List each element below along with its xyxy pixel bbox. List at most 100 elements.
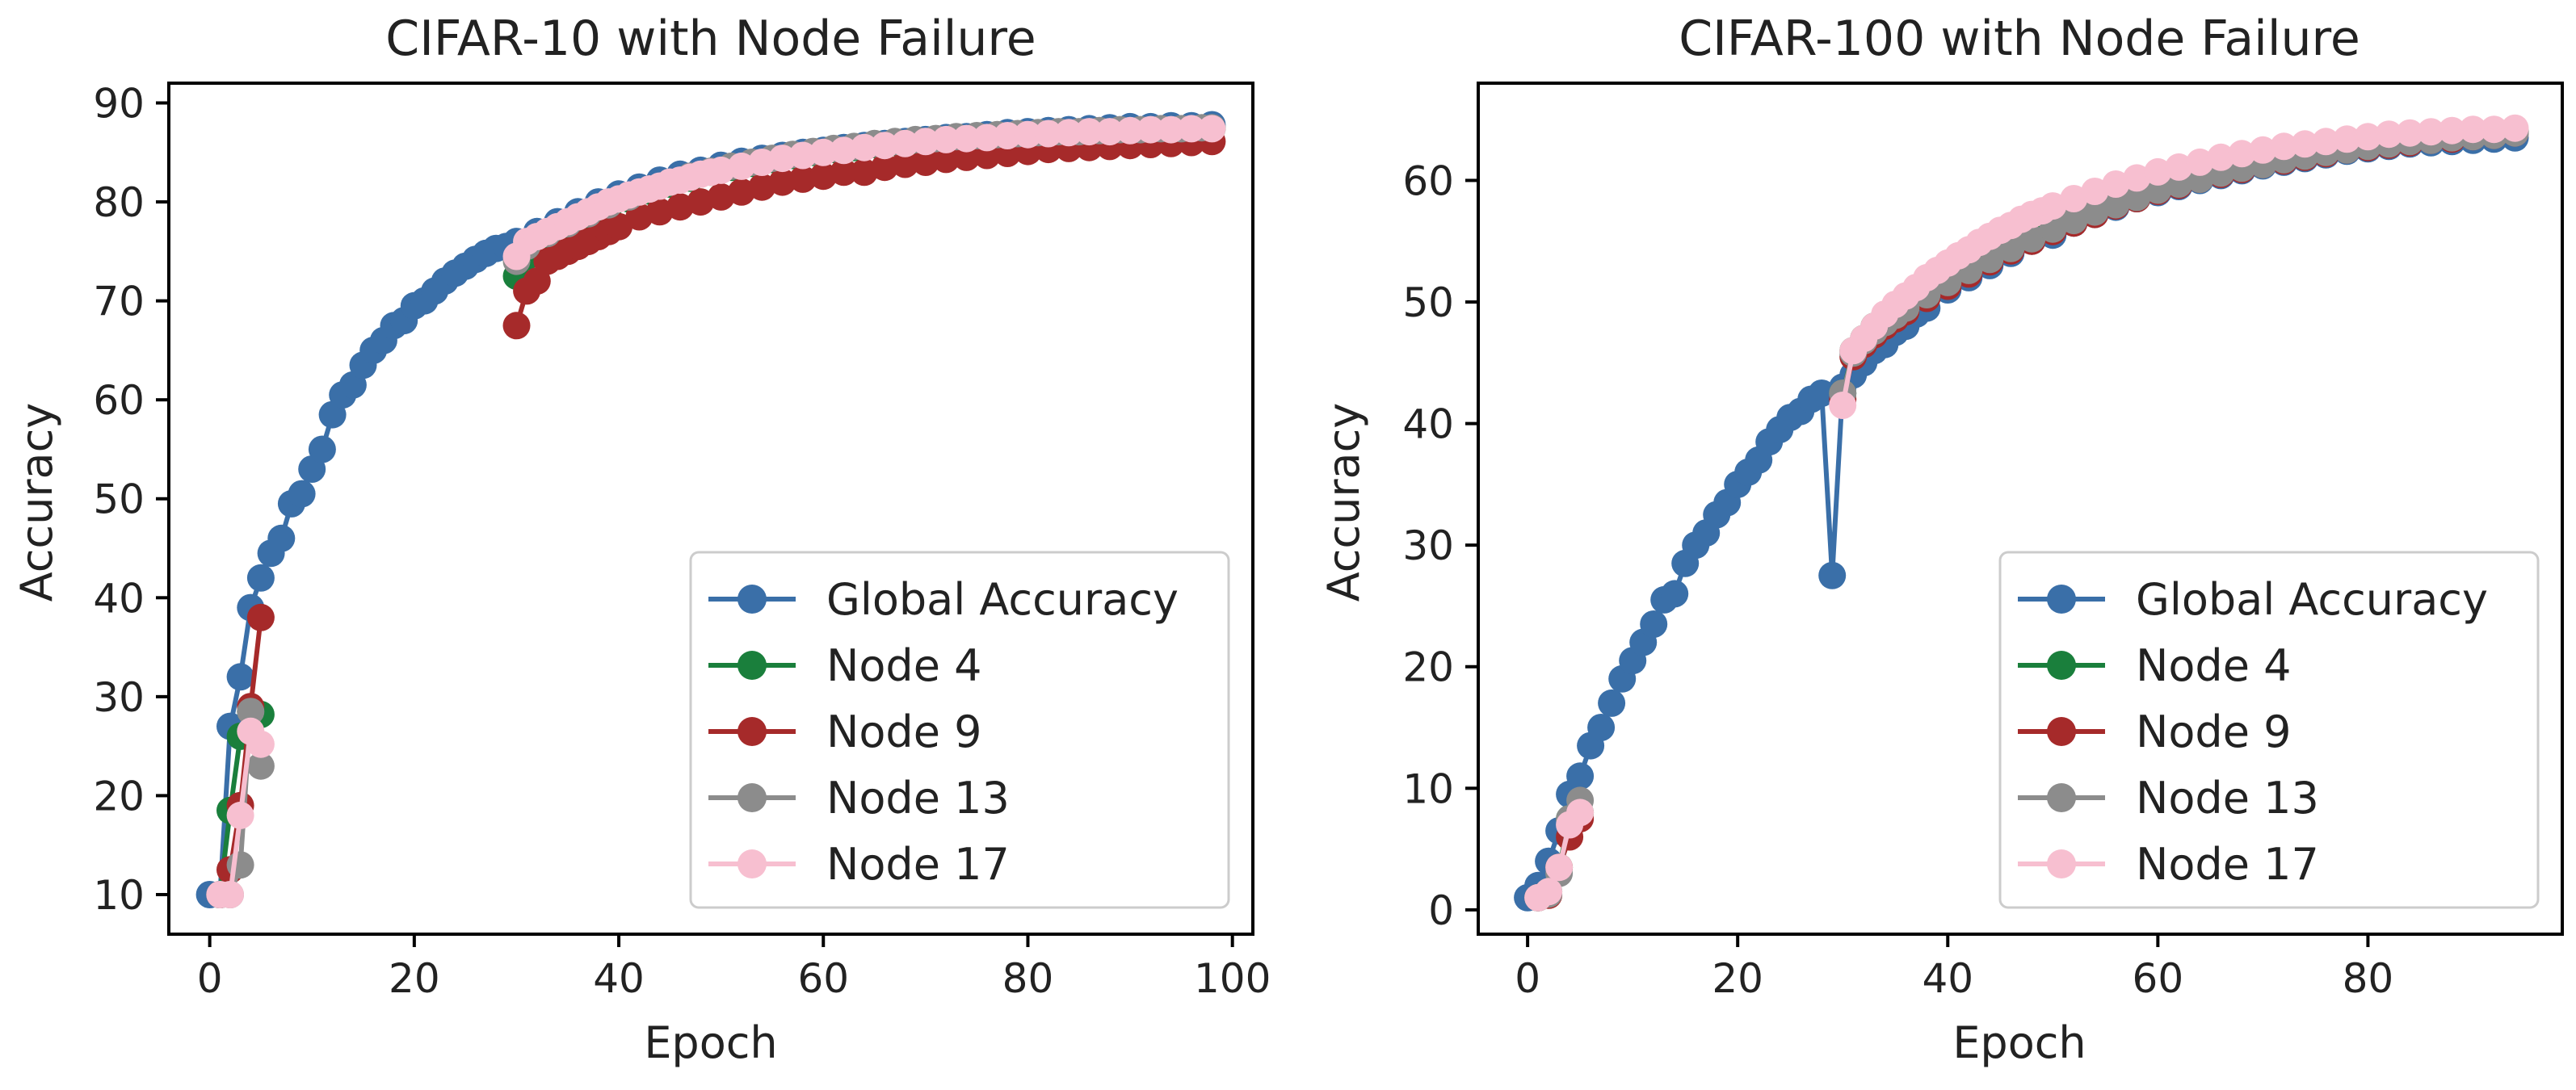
data-point xyxy=(2081,178,2109,205)
x-tick-label: 80 xyxy=(2343,955,2394,1002)
data-point xyxy=(246,564,275,592)
data-point xyxy=(1075,118,1103,146)
legend-entry: Node 17 xyxy=(2018,839,2319,890)
data-point xyxy=(2270,132,2298,161)
y-tick-label: 70 xyxy=(93,279,145,325)
data-point xyxy=(809,138,838,166)
legend-label: Node 17 xyxy=(2136,839,2319,890)
data-point xyxy=(2102,191,2130,219)
x-tick-label: 20 xyxy=(1712,955,1763,1002)
legend-marker xyxy=(738,585,767,614)
data-point xyxy=(2186,148,2214,176)
legend-entry: Node 9 xyxy=(2018,706,2291,757)
data-point xyxy=(2060,207,2088,235)
x-tick-label: 0 xyxy=(1515,955,1540,1002)
legend-marker xyxy=(2047,783,2076,812)
data-point xyxy=(2102,170,2130,198)
data-point xyxy=(1808,379,1836,407)
legend-label: Node 9 xyxy=(826,706,981,757)
legend-marker xyxy=(738,651,767,680)
x-axis-label: Epoch xyxy=(644,1017,777,1068)
axis-ticks: 0 20 40 60 80 100 10 20 30 40 50 60 70 80 90 xyxy=(93,81,1271,1002)
y-tick-label: 60 xyxy=(1402,157,1454,204)
x-tick-label: 20 xyxy=(389,955,440,1002)
legend-marker xyxy=(738,717,767,746)
data-point xyxy=(2165,153,2193,181)
plot-area xyxy=(1514,114,2529,912)
legend-entry: Node 9 xyxy=(708,706,981,757)
data-point xyxy=(952,143,981,171)
x-tick-label: 80 xyxy=(1002,955,1054,1002)
data-point xyxy=(994,122,1022,149)
series-node-17 xyxy=(1524,114,2529,912)
data-point xyxy=(226,801,254,829)
data-point xyxy=(973,124,1001,152)
data-point xyxy=(1034,119,1062,148)
data-point xyxy=(809,162,838,191)
data-point xyxy=(2312,128,2340,156)
data-point xyxy=(687,188,715,216)
plot-frame xyxy=(167,82,1254,936)
data-point xyxy=(2207,143,2235,171)
y-tick-label: 40 xyxy=(1402,401,1454,448)
legend-box xyxy=(1998,551,2540,909)
data-point xyxy=(1095,118,1124,146)
data-point xyxy=(267,524,296,552)
y-tick-label: 10 xyxy=(1402,765,1454,812)
data-point xyxy=(605,212,633,241)
data-point xyxy=(1137,115,1165,144)
data-point xyxy=(2123,164,2151,192)
plot-frame xyxy=(1477,82,2564,936)
data-point xyxy=(1566,799,1595,827)
data-point xyxy=(1661,580,1689,608)
data-point xyxy=(1014,120,1042,149)
data-point xyxy=(891,129,919,157)
y-tick-label: 40 xyxy=(93,575,145,622)
data-point xyxy=(237,698,265,726)
data-point xyxy=(952,124,981,153)
data-point xyxy=(707,156,735,184)
data-point xyxy=(830,158,858,187)
data-point xyxy=(850,133,878,161)
data-point xyxy=(1055,119,1083,147)
data-point xyxy=(2375,120,2403,149)
data-point xyxy=(2144,157,2172,186)
chart-title: CIFAR-100 with Node Failure xyxy=(1679,10,2360,67)
series-node-17 xyxy=(206,115,1226,908)
chart-title: CIFAR-10 with Node Failure xyxy=(385,10,1036,67)
axis-ticks: 0 20 40 60 80 0 10 20 30 40 50 60 xyxy=(1402,157,2393,1002)
data-point xyxy=(246,603,275,631)
legend: Global Accuracy Node 4 Node 9 Node 13 Node 1… xyxy=(689,551,1230,909)
data-point xyxy=(932,125,960,153)
data-point xyxy=(246,752,275,780)
data-point xyxy=(891,150,919,178)
y-tick-label: 80 xyxy=(93,179,145,226)
y-tick-label: 30 xyxy=(1402,522,1454,569)
legend-label: Node 4 xyxy=(2136,640,2291,691)
legend: Global Accuracy Node 4 Node 9 Node 13 Node 1… xyxy=(1998,551,2540,909)
data-point xyxy=(788,165,817,193)
data-point xyxy=(788,141,817,170)
x-tick-label: 60 xyxy=(797,955,849,1002)
y-tick-label: 0 xyxy=(1428,887,1454,934)
x-tick-label: 100 xyxy=(1194,955,1271,1002)
legend-entry: Node 4 xyxy=(708,640,981,691)
legend-marker xyxy=(2047,585,2076,614)
data-point xyxy=(2228,140,2256,168)
data-point xyxy=(2396,119,2424,147)
data-point xyxy=(911,149,939,176)
data-point xyxy=(1198,115,1226,143)
x-tick-label: 0 xyxy=(197,955,223,1002)
y-tick-label: 60 xyxy=(93,377,145,424)
y-axis-label: Accuracy xyxy=(1318,403,1369,602)
plot-area xyxy=(195,111,1226,908)
y-tick-label: 50 xyxy=(93,476,145,523)
x-tick-label: 40 xyxy=(1922,955,1973,1002)
data-point xyxy=(2501,114,2529,142)
legend-label: Node 17 xyxy=(826,839,1010,890)
legend-entry: Global Accuracy xyxy=(2018,574,2488,625)
data-point xyxy=(768,168,796,196)
legend-label: Node 13 xyxy=(826,773,1010,824)
data-point xyxy=(932,145,960,174)
data-point xyxy=(1640,610,1668,638)
